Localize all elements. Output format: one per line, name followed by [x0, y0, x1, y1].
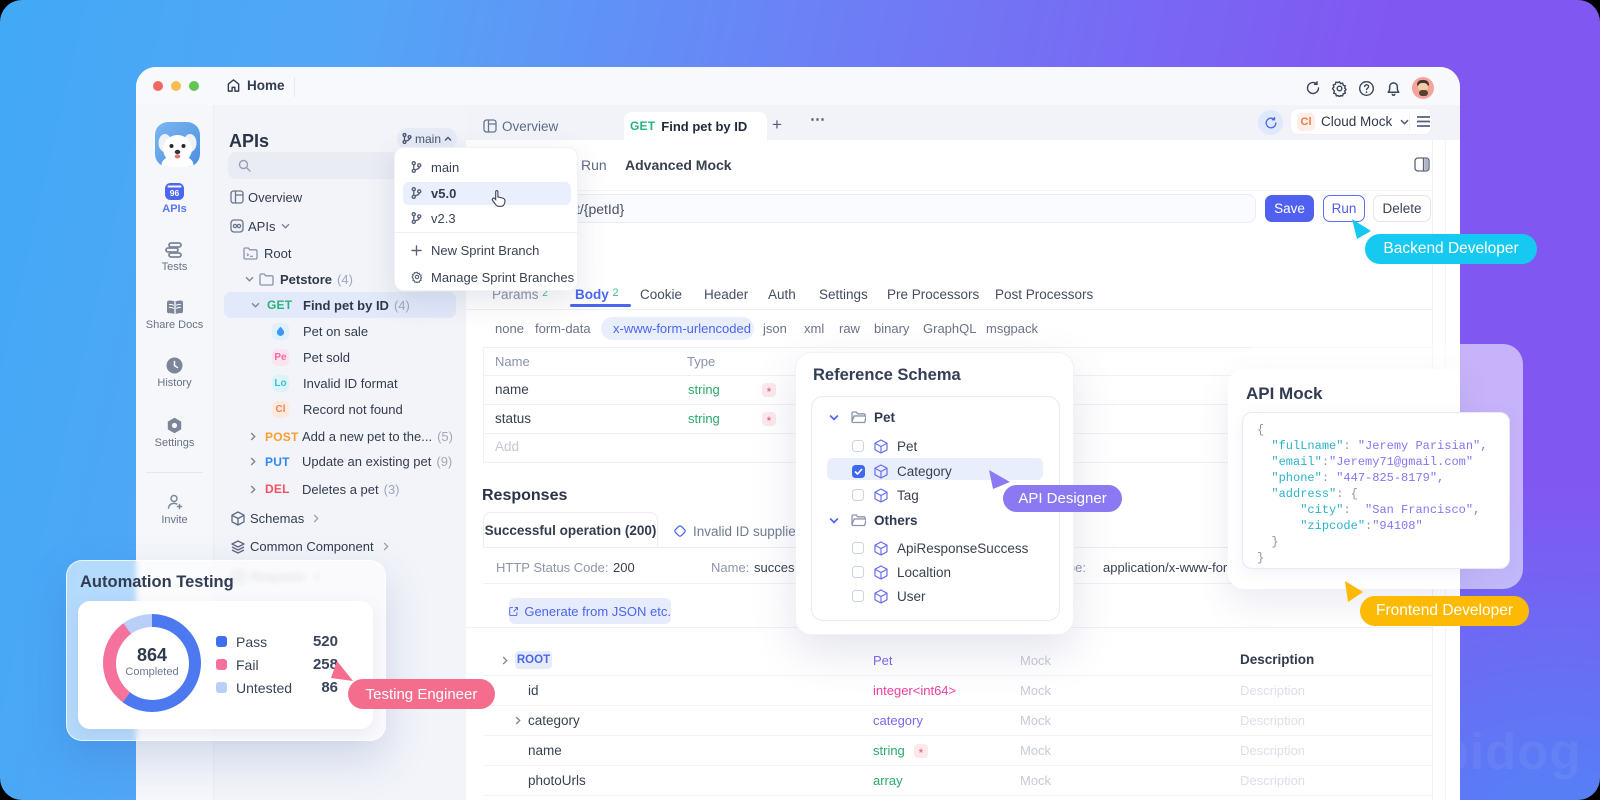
svg-text:96: 96: [170, 188, 180, 198]
